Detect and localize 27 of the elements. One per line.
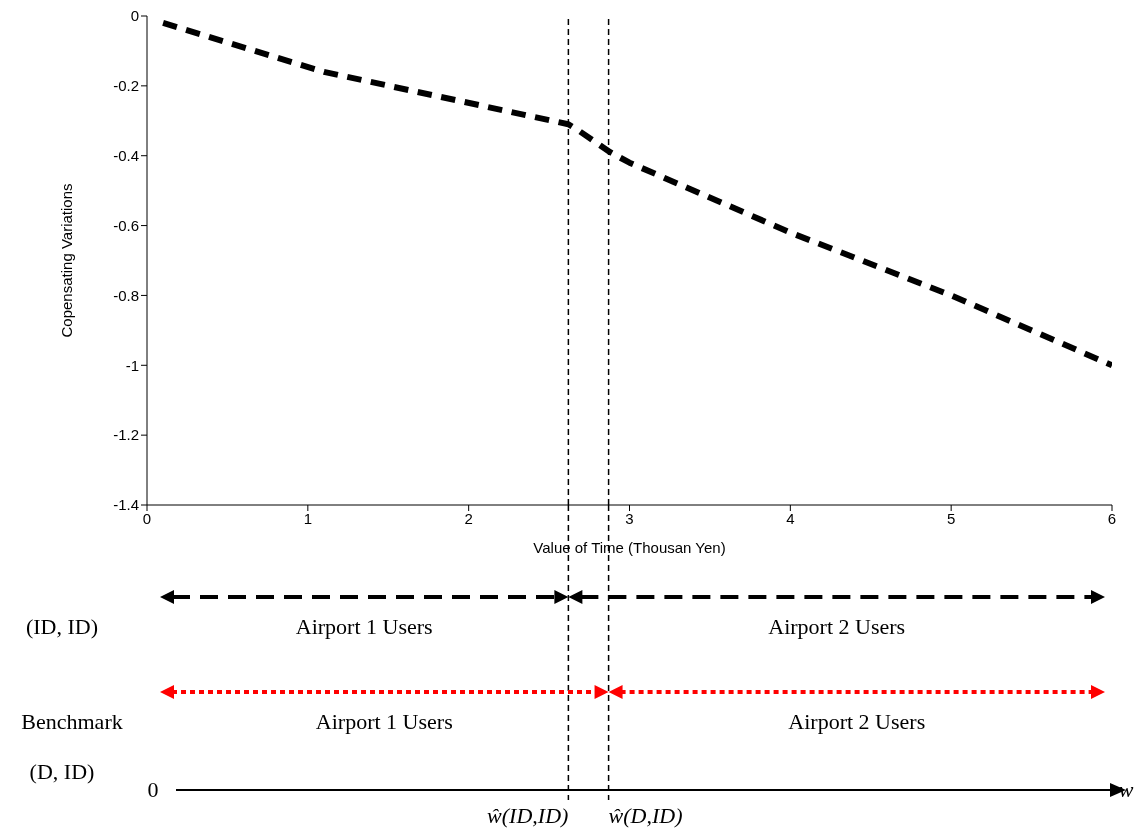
x-tick-label: 0	[142, 509, 152, 527]
y-tick-label: -1.4	[113, 496, 139, 514]
text: 0	[147, 777, 159, 802]
y-tick-label: -0.4	[113, 147, 139, 165]
x-tick-label: 2	[464, 509, 473, 527]
y-tick-label: -1.2	[113, 426, 139, 444]
x-axis-title: Value of Time (Thousan Yen)	[533, 539, 726, 556]
x-tick-label: 6	[1107, 509, 1117, 527]
x-tick-label: 4	[786, 509, 795, 527]
x-tick-label: 5	[946, 509, 956, 527]
y-tick-label: -1	[125, 356, 139, 374]
ref-line-label: ŵ(ID,ID)	[487, 803, 569, 828]
y-tick-label: -0.8	[113, 286, 139, 304]
text: Airport 1 Users	[315, 709, 453, 734]
y-tick-label: 0	[130, 7, 139, 25]
x-tick-label: 3	[625, 509, 634, 527]
y-axis-title: Copensating Variations	[58, 183, 76, 338]
y-tick-label: -0.2	[113, 77, 139, 95]
text: Airport 1 Users	[295, 614, 433, 639]
text: Airport 2 Users	[768, 614, 906, 639]
text: (ID, ID)	[25, 614, 99, 639]
text: Airport 2 Users	[788, 709, 926, 734]
text: (D, ID)	[29, 759, 95, 784]
text: Benchmark	[21, 709, 123, 734]
x-tick-label: 1	[303, 509, 313, 527]
y-tick-label: -0.6	[113, 216, 139, 234]
ref-line-label: ŵ(D,ID)	[608, 803, 683, 828]
